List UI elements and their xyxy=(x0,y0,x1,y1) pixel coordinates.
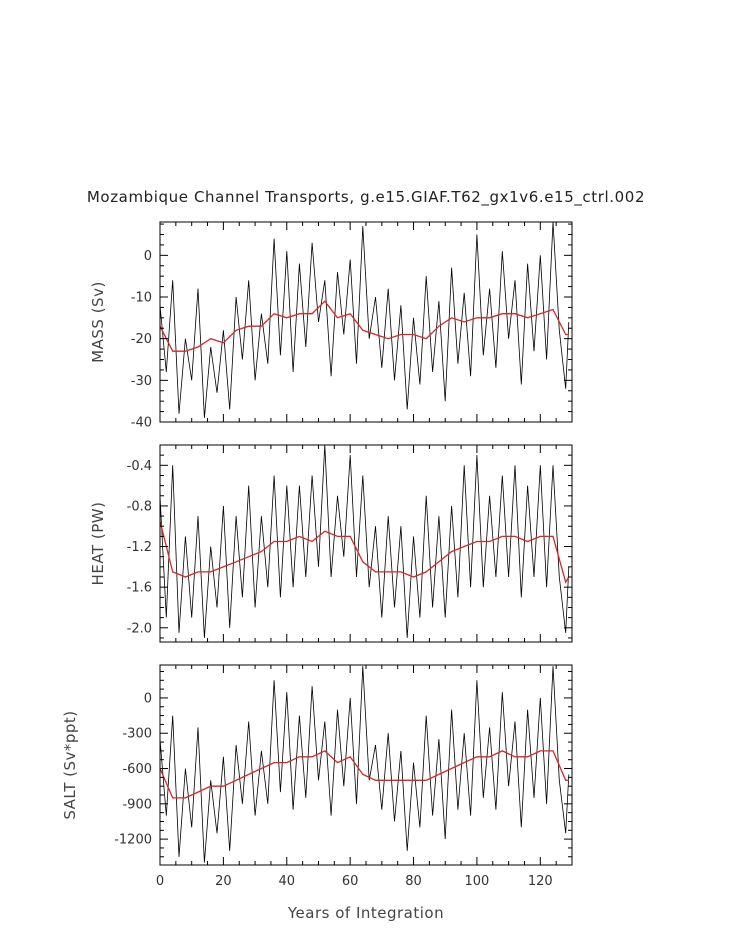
xtick-label: 40 xyxy=(278,874,295,889)
salt-ytick-label: 0 xyxy=(144,691,152,706)
mass-ytick-label: -30 xyxy=(131,374,152,389)
salt-series-monthly xyxy=(160,666,570,863)
heat-ytick-label: -0.4 xyxy=(127,459,152,474)
heat-ytick-label: -1.6 xyxy=(127,581,152,596)
salt-y-axis-label: SALT (Sv*ppt) xyxy=(61,710,79,819)
salt-ytick-label: -300 xyxy=(122,727,152,742)
x-axis-label: Years of Integration xyxy=(287,904,444,922)
mass-series-annual-mean xyxy=(160,300,569,352)
heat-ytick-label: -2.0 xyxy=(127,621,152,636)
xtick-label: 80 xyxy=(405,874,422,889)
panel-mass: -40 -30 -20 -10 0 MASS (Sv) xyxy=(89,221,573,431)
chart-title: Mozambique Channel Transports, g.e15.GIA… xyxy=(87,188,645,207)
salt-series-annual-mean xyxy=(160,750,569,799)
mass-series-monthly xyxy=(160,222,570,418)
mass-ytick-label: -40 xyxy=(131,416,152,431)
panel-salt: -1200 -900 -600 -300 0 SALT (Sv*ppt) 0 20 40 60 80… xyxy=(61,664,573,889)
mass-y-axis-label: MASS (Sv) xyxy=(89,281,107,363)
salt-ytick-label: -600 xyxy=(122,762,152,777)
salt-ytick-label: -900 xyxy=(122,797,152,812)
heat-y-axis-label: HEAT (PW) xyxy=(89,502,107,586)
heat-series-monthly xyxy=(160,445,570,638)
panel-heat: -2.0 -1.6 -1.2 -0.8 -0.4 HEAT (PW) xyxy=(89,444,573,643)
mass-ytick-label: -20 xyxy=(131,332,152,347)
heat-ytick-label: -1.2 xyxy=(127,540,152,555)
xtick-label: 0 xyxy=(156,874,164,889)
xtick-label: 20 xyxy=(215,874,232,889)
xtick-label: 120 xyxy=(528,874,553,889)
mass-ytick-label: -10 xyxy=(131,291,152,306)
mass-ytick-label: 0 xyxy=(144,249,152,264)
heat-ytick-label: -0.8 xyxy=(127,499,152,514)
xtick-label: 60 xyxy=(342,874,359,889)
salt-ytick-label: -1200 xyxy=(114,833,152,848)
xtick-label: 100 xyxy=(465,874,490,889)
heat-series-annual-mean xyxy=(160,521,570,584)
salt-plot-frame xyxy=(159,664,573,866)
